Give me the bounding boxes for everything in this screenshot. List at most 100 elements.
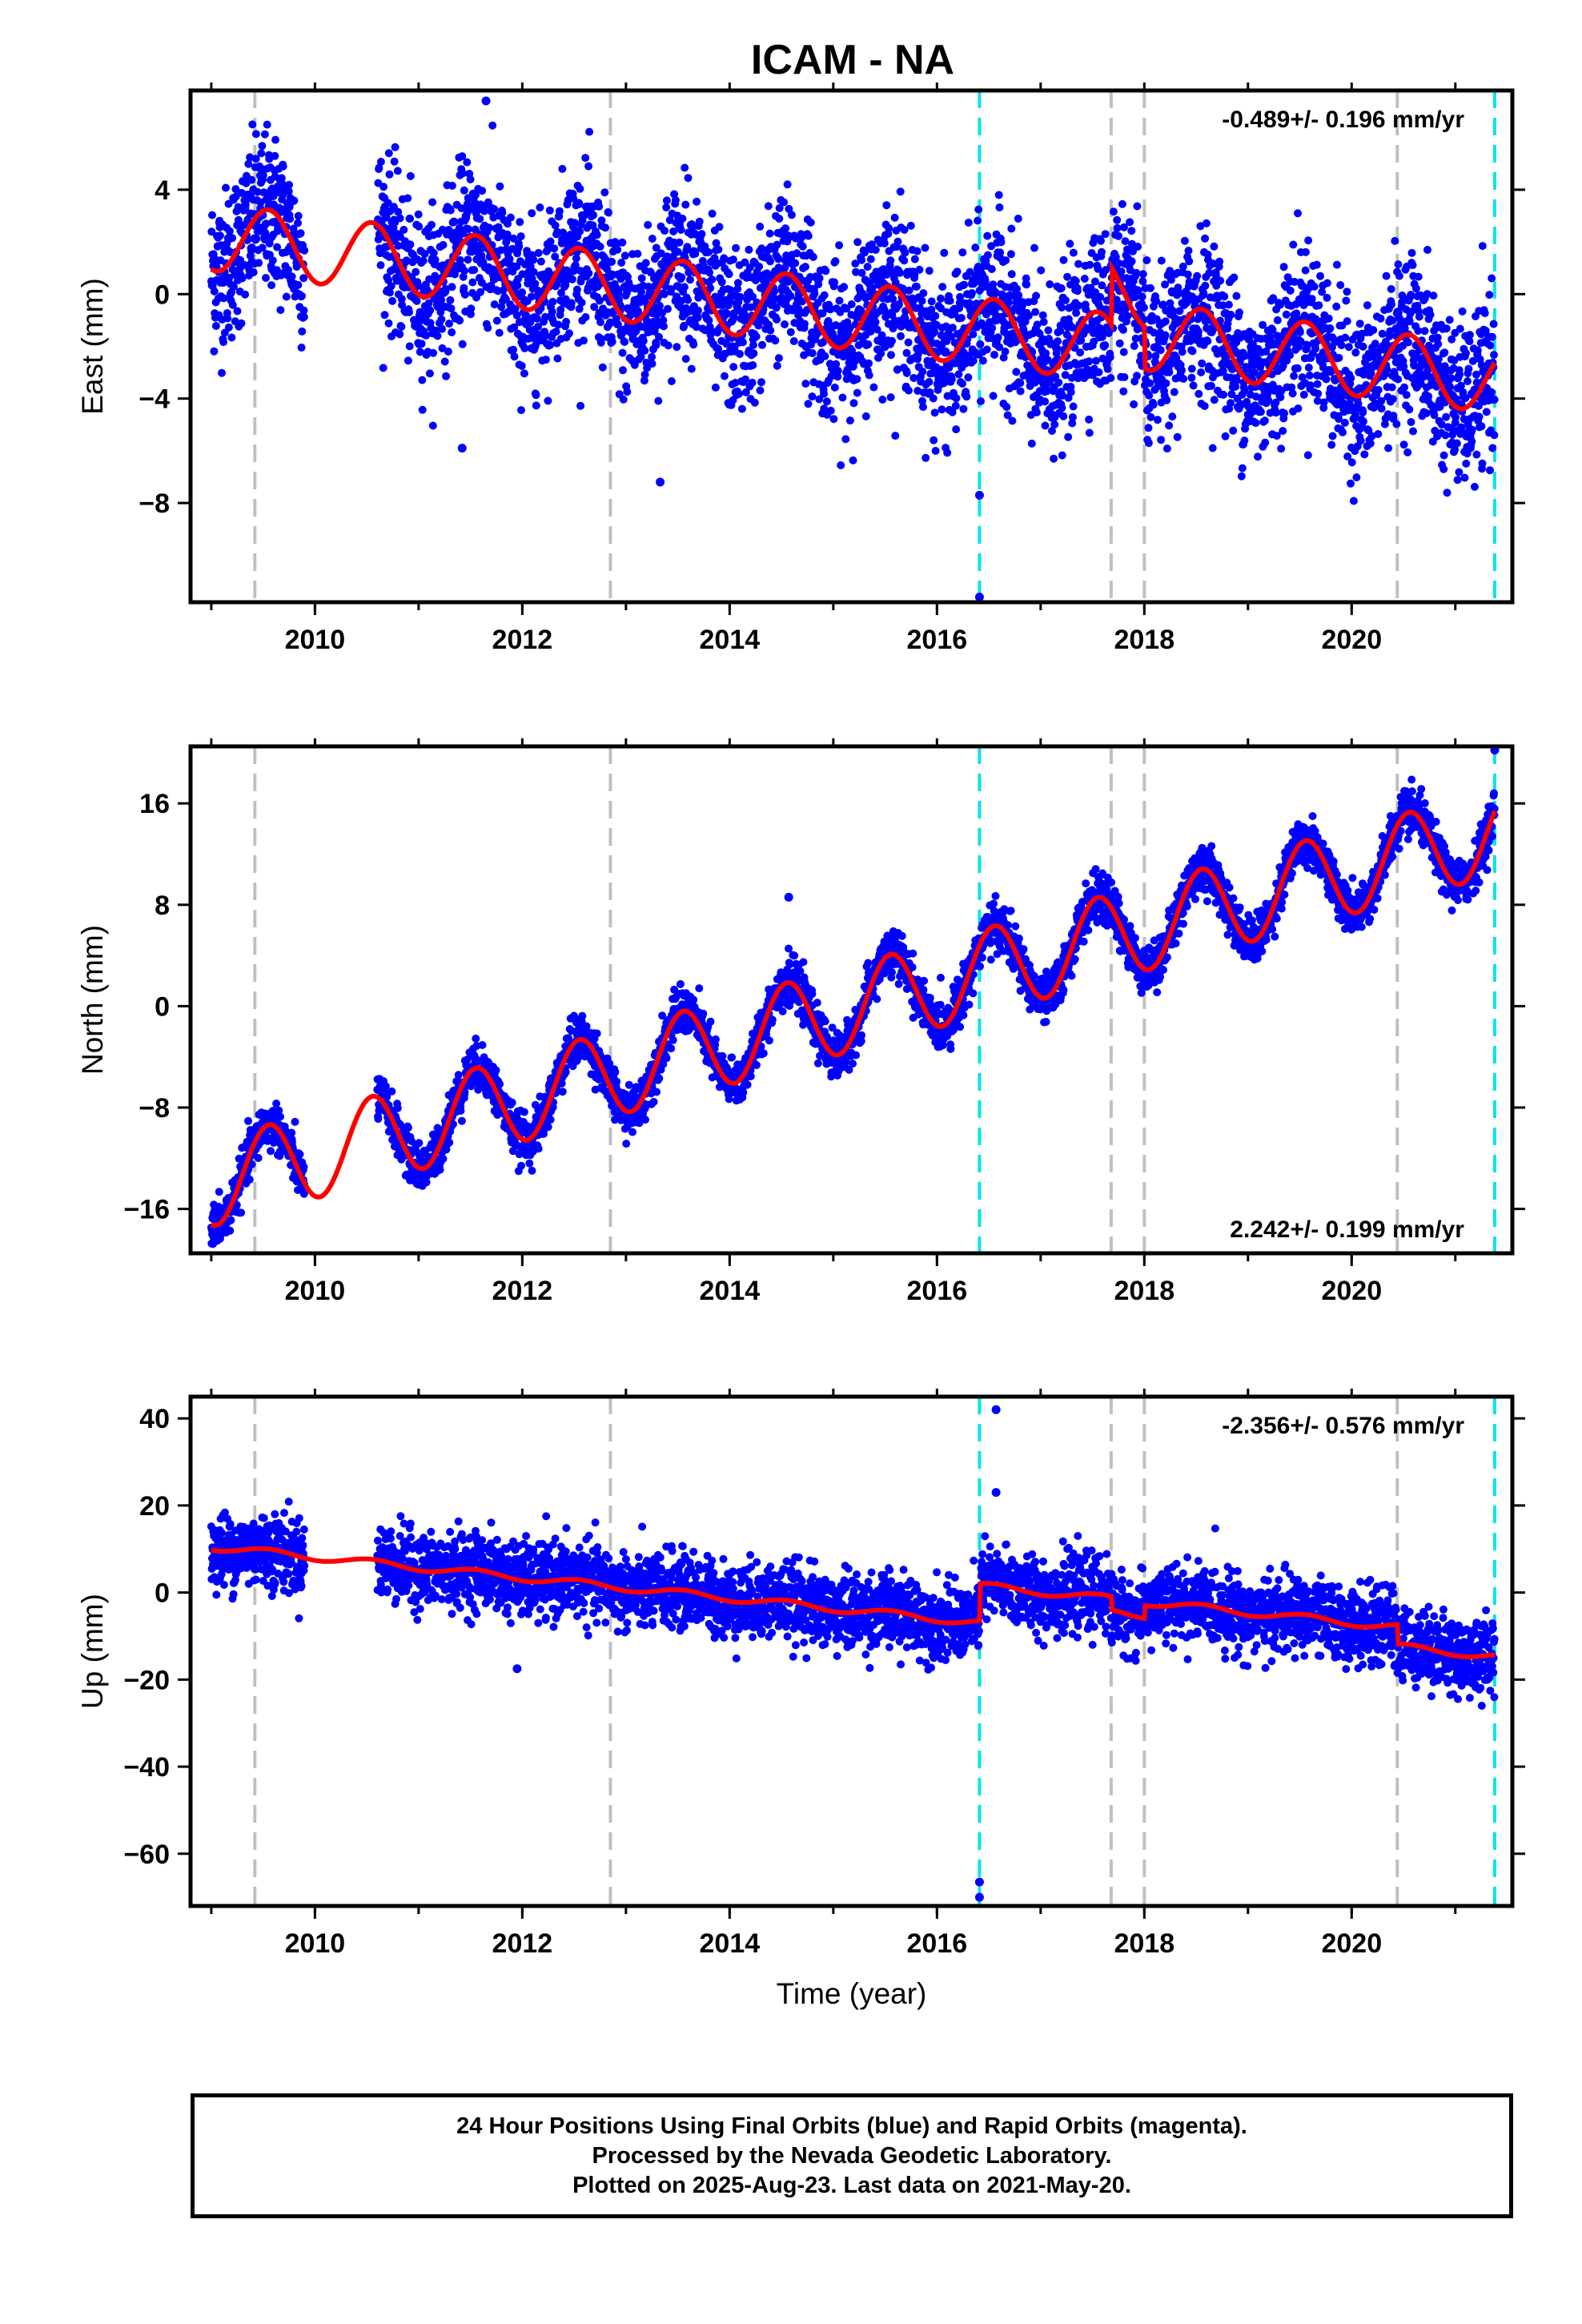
data-point (571, 261, 580, 270)
data-point (1014, 291, 1023, 300)
data-point (1098, 247, 1106, 256)
data-point (271, 135, 279, 144)
data-point (733, 279, 742, 287)
data-point (282, 292, 291, 301)
data-point (463, 158, 472, 167)
data-point (680, 321, 689, 330)
data-point (541, 331, 550, 340)
data-point (441, 284, 450, 293)
data-point (656, 249, 665, 258)
data-point (1341, 333, 1350, 342)
data-point (1382, 271, 1391, 280)
data-point (1238, 464, 1247, 472)
data-point (1193, 271, 1202, 280)
data-point (1118, 199, 1126, 208)
data-point (726, 286, 735, 295)
data-point (1227, 311, 1235, 319)
data-point (528, 209, 536, 218)
data-point (1146, 283, 1154, 292)
data-point (1232, 292, 1241, 300)
data-point (1069, 402, 1078, 411)
data-point (785, 204, 793, 213)
data-point (943, 448, 952, 457)
data-point (296, 229, 305, 238)
data-point (893, 237, 902, 246)
data-point (673, 343, 681, 352)
data-point (798, 297, 806, 306)
data-point (376, 158, 385, 166)
data-point (756, 223, 765, 231)
data-point (1316, 271, 1324, 280)
data-point (958, 380, 966, 388)
data-point (1187, 373, 1196, 382)
east-data-points (207, 96, 1499, 601)
data-point (1130, 342, 1138, 350)
data-point (1260, 416, 1269, 425)
data-point (857, 268, 866, 277)
data-point (1294, 404, 1303, 413)
data-point (592, 251, 600, 259)
data-point (1002, 256, 1010, 265)
data-point (496, 182, 504, 191)
data-point (857, 255, 866, 264)
data-point (930, 436, 938, 444)
data-point (245, 1175, 254, 1184)
data-point (1452, 439, 1461, 448)
data-point (1119, 348, 1128, 356)
data-point (460, 267, 469, 275)
data-point (215, 1188, 223, 1196)
data-point (925, 267, 934, 275)
data-point (393, 167, 402, 175)
data-point (1016, 379, 1025, 388)
data-point (662, 196, 671, 205)
data-point (1400, 383, 1408, 392)
data-point (904, 338, 913, 347)
data-point (1050, 454, 1058, 463)
data-point (1460, 473, 1469, 482)
data-point (741, 258, 749, 267)
data-point (1041, 421, 1050, 430)
data-point (529, 255, 538, 264)
data-point (1139, 304, 1148, 312)
data-point (837, 461, 845, 469)
data-point (1409, 427, 1417, 436)
data-point (1328, 432, 1337, 440)
data-point (1179, 375, 1188, 383)
data-point (1199, 289, 1208, 298)
data-point (982, 345, 991, 354)
data-point (279, 162, 287, 171)
data-point (492, 316, 501, 325)
data-point (1405, 405, 1414, 414)
data-point (677, 226, 685, 234)
data-point (1488, 444, 1497, 452)
data-point (406, 215, 415, 223)
data-point (1032, 408, 1041, 416)
data-point (450, 217, 459, 226)
data-point (845, 416, 854, 425)
data-point (865, 359, 873, 368)
data-point (1458, 307, 1467, 316)
data-point (853, 238, 862, 247)
data-point (1488, 274, 1496, 283)
data-point (422, 331, 431, 340)
data-point (853, 375, 861, 384)
data-point (1293, 364, 1302, 372)
data-point (248, 120, 257, 129)
data-point (237, 1208, 246, 1217)
data-point (766, 326, 775, 335)
data-point (1304, 364, 1313, 372)
data-point (1120, 373, 1129, 381)
data-point (681, 200, 690, 209)
data-point (720, 254, 729, 263)
data-point (219, 338, 228, 347)
data-point (931, 312, 940, 320)
data-point (995, 203, 1004, 211)
data-point (509, 234, 518, 243)
data-point (1126, 218, 1134, 227)
data-point (1313, 380, 1322, 388)
data-point (484, 324, 492, 332)
data-point (1185, 257, 1194, 266)
data-point (809, 252, 817, 261)
data-point (890, 213, 899, 222)
